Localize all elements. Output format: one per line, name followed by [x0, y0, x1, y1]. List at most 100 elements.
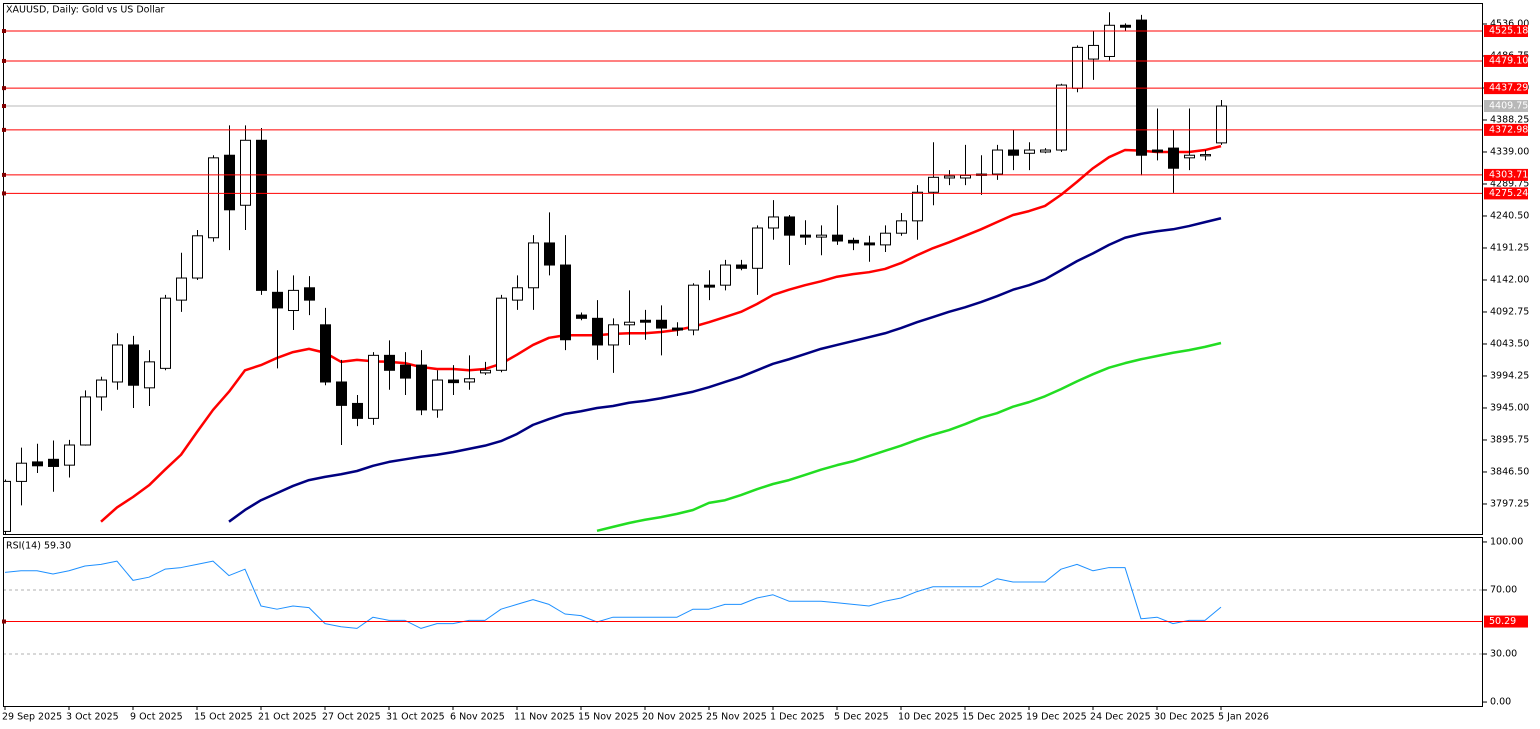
candle-body	[80, 396, 91, 446]
candle-body	[560, 264, 571, 341]
candle-body	[688, 284, 699, 331]
candle-body	[704, 284, 715, 288]
candle-body	[32, 461, 43, 467]
x-tick-label: 31 Oct 2025	[386, 712, 445, 723]
candle-body	[992, 149, 1003, 175]
candle-body	[208, 157, 219, 239]
candle-body	[464, 378, 475, 383]
level-label-box	[1484, 168, 1528, 181]
level-label: 4479.10	[1489, 55, 1528, 66]
moving-average-line	[228, 217, 1222, 523]
candle-body	[432, 379, 443, 411]
y-tick-label: 3846.50	[1490, 466, 1529, 477]
y-tick-label: 30.00	[1490, 649, 1517, 660]
candle-body	[656, 319, 667, 329]
x-tick-label: 25 Nov 2025	[706, 712, 767, 723]
y-tick-label: 3797.25	[1490, 498, 1529, 509]
y-tick-label: 4536.00	[1490, 18, 1529, 29]
rsi-title: RSI(14) 59.30	[6, 541, 71, 552]
candle-body	[64, 444, 75, 466]
candle-body	[864, 242, 875, 246]
x-tick-label: 3 Oct 2025	[66, 712, 119, 723]
candle-body	[368, 354, 379, 419]
candle-body	[544, 242, 555, 266]
candle-body	[528, 242, 539, 289]
level-label-box	[1484, 615, 1528, 628]
candle-body	[848, 239, 859, 244]
x-tick-label: 30 Dec 2025	[1154, 712, 1215, 723]
candle-body	[304, 287, 315, 301]
candle-body	[592, 317, 603, 346]
level-marker	[2, 104, 6, 109]
candle-body	[112, 344, 123, 383]
y-tick-label: 3945.00	[1490, 402, 1529, 413]
candle-body	[912, 191, 923, 222]
candle-body	[16, 462, 27, 482]
candle-body	[880, 232, 891, 246]
level-marker	[2, 29, 6, 34]
candle-body	[448, 379, 459, 384]
candle-body	[1008, 149, 1019, 156]
candle-body	[1104, 24, 1115, 57]
y-tick-label: 4339.00	[1490, 146, 1529, 157]
y-tick-label: 4240.50	[1490, 210, 1529, 221]
candle-body	[1024, 149, 1035, 154]
candle-body	[896, 220, 907, 234]
y-tick-label: 4289.75	[1490, 178, 1529, 189]
candle-body	[128, 344, 139, 386]
level-label: 4409.75	[1489, 101, 1528, 112]
candle-body	[1056, 84, 1067, 151]
level-label-box	[1484, 123, 1528, 136]
candle-body	[144, 361, 155, 389]
x-tick-label: 11 Nov 2025	[514, 712, 575, 723]
candle-body	[1216, 105, 1227, 144]
level-label: 4437.29	[1489, 83, 1528, 94]
candle-body	[784, 216, 795, 236]
candle-body	[1120, 24, 1131, 28]
candle-body	[512, 287, 523, 301]
candle-body	[768, 216, 779, 229]
level-label-box	[1484, 100, 1528, 113]
candle-body	[752, 227, 763, 269]
candle-body	[1200, 154, 1211, 157]
level-marker	[2, 172, 6, 177]
candle-body	[1184, 154, 1195, 159]
candle-body	[672, 327, 683, 331]
x-tick-label: 5 Jan 2026	[1218, 712, 1269, 723]
y-tick-label: 4142.00	[1490, 274, 1529, 285]
x-tick-label: 1 Dec 2025	[770, 712, 825, 723]
candle-body	[960, 174, 971, 179]
x-tick-label: 9 Oct 2025	[130, 712, 183, 723]
candle-body	[48, 458, 59, 467]
candle-body	[416, 364, 427, 411]
axes: 4536.004486.754437.504388.254339.004289.…	[2, 18, 1529, 723]
level-label-box	[1484, 25, 1528, 38]
level-label-box	[1484, 82, 1528, 95]
candle-body	[384, 354, 395, 371]
candle-body	[256, 139, 267, 291]
x-tick-label: 20 Nov 2025	[642, 712, 703, 723]
candle-body	[800, 234, 811, 238]
candle-body	[320, 324, 331, 383]
x-tick-label: 24 Dec 2025	[1090, 712, 1151, 723]
candle-body	[944, 175, 955, 179]
y-tick-label: 70.00	[1490, 584, 1517, 595]
level-marker	[2, 86, 6, 91]
y-tick-label: 3994.25	[1490, 370, 1529, 381]
x-tick-label: 19 Dec 2025	[1026, 712, 1087, 723]
candle-body	[496, 297, 507, 371]
candle-body	[1040, 149, 1051, 153]
candle-body	[928, 176, 939, 193]
candle-body	[816, 234, 827, 238]
rsi-plot	[3, 560, 1483, 655]
level-label: 4372.98	[1489, 124, 1528, 135]
y-tick-label: 4191.25	[1490, 242, 1529, 253]
candle-body	[176, 277, 187, 301]
y-tick-label: 4043.50	[1490, 338, 1529, 349]
candle-body	[608, 324, 619, 346]
level-marker	[2, 191, 6, 196]
y-tick-label: 4388.25	[1490, 114, 1529, 125]
level-label: 4525.18	[1489, 26, 1528, 37]
candle-body	[96, 379, 107, 398]
